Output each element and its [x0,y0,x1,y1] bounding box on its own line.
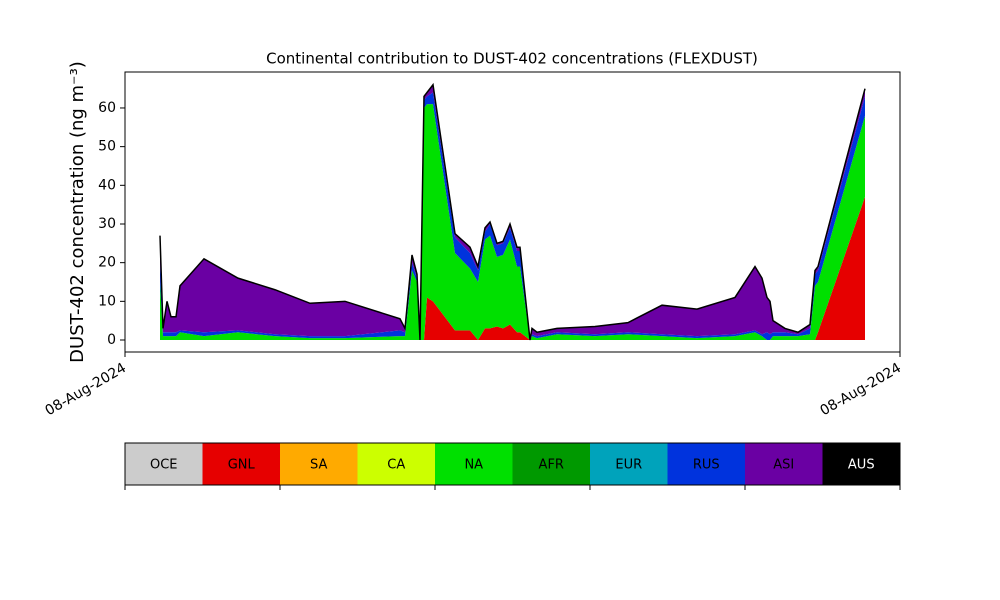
legend-label: CA [387,458,405,473]
legend-swatch [667,443,745,485]
legend-label: AFR [539,458,564,473]
legend-swatch [435,443,513,485]
y-tick-label: 0 [107,332,116,348]
plot-frame [124,71,901,353]
legend-label: RUS [693,458,720,473]
legend-label: AUS [848,458,875,473]
chart-title: Continental contribution to DUST-402 con… [266,50,758,68]
legend-swatch [745,443,823,485]
legend-frame [124,442,901,486]
legend-swatch [512,443,590,485]
legend-ticks [124,485,901,490]
legend-swatch [590,443,668,485]
legend-swatch [280,443,358,485]
y-tick-label: 30 [98,216,116,232]
legend-label: EUR [615,458,642,473]
area [160,104,865,341]
y-axis-label: DUST-402 concentration (ng m⁻³) [67,61,88,363]
legend-swatch [125,443,203,485]
legend-label: OCE [150,458,178,473]
legend-label: ASI [773,458,794,473]
y-tick-label: 50 [98,139,116,155]
legend-swatch [202,443,280,485]
x-tick-label: 08-Aug-2024 [43,360,130,419]
y-tick-label: 60 [98,100,116,116]
legend-label: NA [464,458,483,473]
legend-swatch [357,443,435,485]
x-tick-label: 08-Aug-2024 [818,360,905,419]
legend-label: GNL [228,458,256,473]
legend-label: SA [310,458,327,473]
y-tick-label: 20 [98,255,116,271]
y-tick-label: 40 [98,177,116,193]
area-top-edge [159,82,866,341]
y-tick-label: 10 [98,293,116,309]
legend-swatch [822,443,900,485]
area [160,84,865,341]
